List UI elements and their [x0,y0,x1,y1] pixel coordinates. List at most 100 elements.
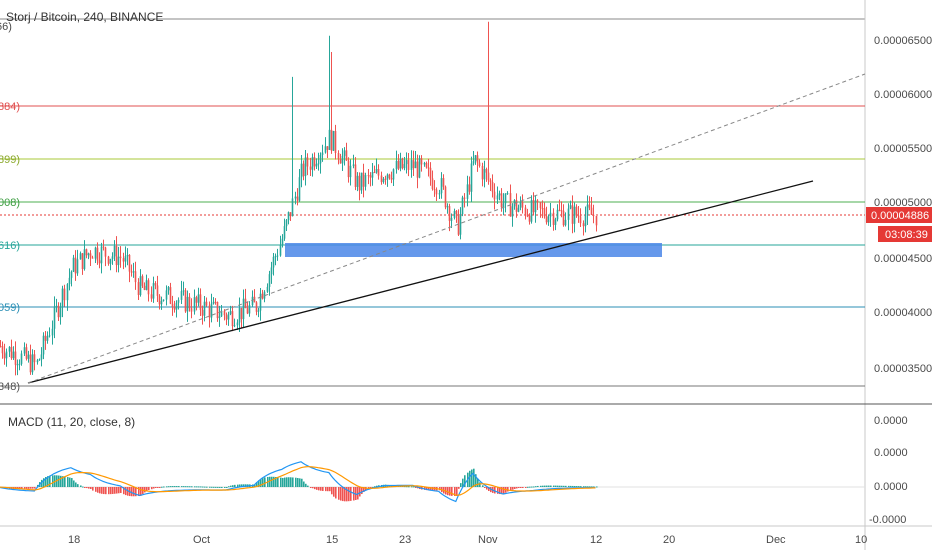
macd-tick: 0.0000 [874,415,908,427]
candle-body [165,290,168,300]
candle-body [414,161,417,169]
candle-body [124,256,127,262]
macd-histogram-bar [273,476,275,487]
macd-histogram-bar [585,486,587,488]
macd-histogram-bar [101,487,103,494]
candle-body [545,216,548,223]
macd-histogram-bar [320,487,322,491]
macd-histogram-bar [357,487,359,500]
candle-body [100,246,103,264]
candle-body [296,196,299,201]
macd-line [0,461,596,503]
macd-histogram-bar [258,480,260,487]
macd-histogram-bar [462,478,464,487]
trendline[interactable] [27,180,814,384]
macd-histogram-bar [477,478,479,487]
macd-histogram-bar [374,486,376,488]
candle-body [463,197,466,199]
candle-body [313,157,316,167]
macd-histogram-bar [60,475,62,487]
macd-histogram-bar [340,487,342,501]
macd-histogram-bar [269,476,271,487]
candle-body [549,212,552,217]
macd-histogram-bar [346,487,348,502]
candle-body [345,150,348,161]
candle-body [392,169,395,180]
candle-body [188,296,191,309]
macd-histogram-bar [92,487,94,491]
candle-body [231,311,234,327]
macd-histogram-bar [110,487,112,495]
macd-histogram-bar [292,477,294,487]
macd-histogram-bar [28,487,30,489]
macd-histogram-bar [333,487,335,497]
candle-body [468,184,471,192]
macd-histogram-bar [34,487,36,489]
candle-body [470,163,473,192]
macd-histogram-bar [544,485,546,487]
macd-histogram-bar [189,486,191,488]
macd-histogram-bar [449,487,451,496]
macd-histogram-bar [542,485,544,487]
candle-body [51,328,54,336]
macd-histogram-bar [415,487,417,488]
macd-histogram-bar [286,477,288,487]
candle-body [175,302,178,310]
candle-body [371,172,374,178]
fib-label: 616) [0,240,20,252]
candle-body [560,210,563,212]
macd-histogram-bar [32,487,34,489]
candle-body [317,163,320,165]
candle-body [96,247,99,261]
dashed-trendline[interactable] [27,73,866,384]
macd-histogram-bar [271,476,273,487]
candle-body [79,253,82,260]
candle-body [126,254,129,257]
candle-body [311,157,314,170]
macd-histogram-bar [516,487,518,489]
candle-body [577,215,580,217]
macd-histogram-bar [206,486,208,488]
candle-body [10,346,13,359]
candle-body [46,336,49,341]
macd-histogram-bar [568,485,570,487]
candle-body [270,267,273,275]
candle-body [558,209,561,211]
candle-body [360,172,363,191]
macd-histogram-bar [80,485,82,487]
macd-histogram-bar [501,487,503,495]
time-tick: 12 [590,534,602,546]
macd-histogram-bar [86,487,88,489]
macd-label: MACD (11, 20, close, 8) [8,415,135,429]
candle-body [543,208,546,217]
candle-body [276,255,279,257]
candle-body [433,188,436,190]
candle-body [48,335,51,337]
macd-histogram-bar [144,487,146,493]
macd-histogram-bar [163,486,165,488]
candle-body [500,193,503,208]
candle-body [399,158,402,169]
candle-body [332,131,335,151]
macd-histogram-bar [24,487,26,489]
candle-body [455,210,458,214]
macd-histogram-bar [226,486,228,488]
candle-body [498,193,501,196]
candle-body [459,214,462,235]
candle-body [511,206,514,217]
macd-histogram-bar [559,485,561,487]
macd-histogram-bar [151,487,153,490]
macd-histogram-bar [155,487,157,488]
candle-body [128,254,131,272]
candle-body [330,129,333,151]
macd-histogram-bar [217,486,219,488]
candle-body [1,346,4,354]
candle-body [586,204,589,216]
macd-histogram-bar [159,487,161,488]
candle-body [403,164,406,169]
candle-body [534,200,537,213]
candle-body [212,301,215,304]
time-tick: Dec [766,534,786,546]
candle-body [552,212,555,225]
macd-histogram-bar [178,486,180,488]
